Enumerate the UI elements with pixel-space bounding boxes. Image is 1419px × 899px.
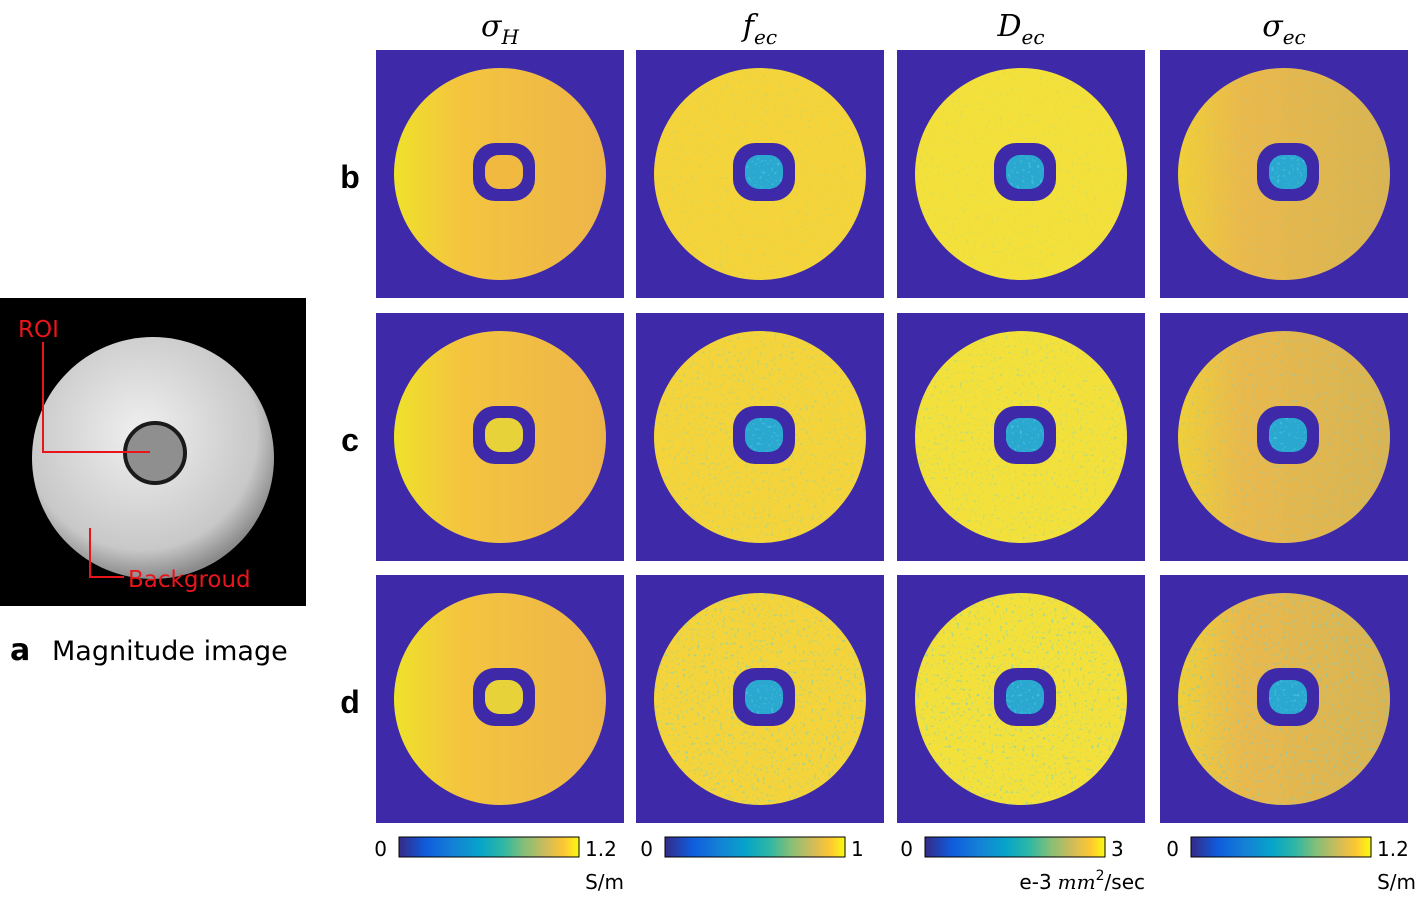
colorbar: [398, 836, 580, 858]
map-core-noise: [1269, 155, 1307, 189]
colorbar-max: 1.2: [1377, 837, 1409, 861]
column-header: fec: [741, 9, 777, 49]
caption: Magnitude image: [52, 636, 288, 667]
map-core-noise: [1006, 155, 1044, 189]
map-core-noise: [1269, 418, 1307, 452]
colorbar-max: 1.2: [585, 837, 617, 861]
colorbar-unit: S/m: [585, 870, 624, 894]
map-core-noise: [1006, 680, 1044, 714]
maps: σH fec Dec σec b c d 0 1.2 S/m 0 1 0 3 e-3 mm2/sec 0 1.2 S…: [340, 9, 1416, 894]
map-core-noise: [1006, 418, 1044, 452]
roi-pointer: [42, 342, 150, 453]
colorbar: [924, 836, 1106, 858]
background-pointer: [89, 528, 124, 578]
column-header: Dec: [996, 9, 1044, 49]
colorbar: [664, 836, 846, 858]
colorbar-min: 0: [900, 837, 913, 861]
column-header: σec: [1262, 9, 1306, 49]
colorbar-max: 1: [851, 837, 864, 861]
map-core: [485, 155, 523, 189]
column-header: σH: [481, 9, 519, 49]
panel-letter: a: [10, 633, 30, 668]
colorbar-unit: e-3 mm2/sec: [1019, 868, 1145, 894]
colorbar-unit: S/m: [1377, 870, 1416, 894]
colorbar-min: 0: [1166, 837, 1179, 861]
roi-label: ROI: [18, 317, 59, 343]
background-label: Backgroud: [128, 567, 251, 593]
map-core: [485, 680, 523, 714]
row-label: d: [340, 684, 360, 720]
colorbar: [1190, 836, 1372, 858]
row-label: c: [341, 422, 359, 458]
map-core: [485, 418, 523, 452]
map-core-noise: [745, 155, 783, 189]
row-label: b: [340, 159, 360, 195]
map-core-noise: [1269, 680, 1307, 714]
colorbar-max: 3: [1111, 837, 1124, 861]
map-core-noise: [745, 418, 783, 452]
colorbar-min: 0: [640, 837, 653, 861]
colorbar-min: 0: [374, 837, 387, 861]
map-core-noise: [745, 680, 783, 714]
